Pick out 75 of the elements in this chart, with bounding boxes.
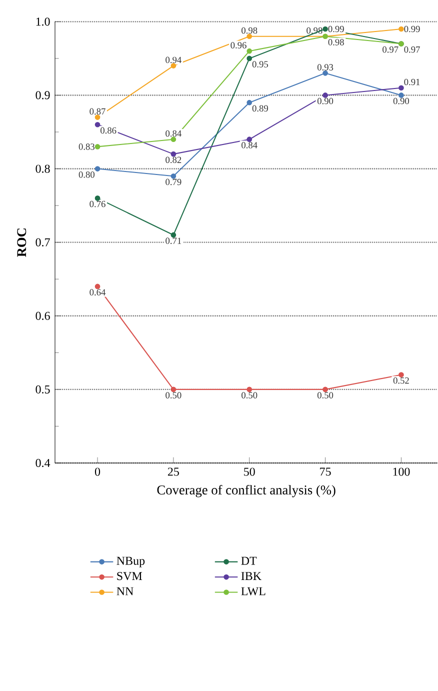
data-label: 0.90 [393, 98, 410, 104]
data-label: 0.91 [404, 78, 420, 86]
y-tick-label: 0.7 [36, 238, 50, 246]
data-label: 0.89 [252, 105, 268, 112]
point [246, 56, 252, 62]
point [94, 114, 100, 120]
point [246, 34, 252, 40]
data-label: 0.83 [78, 144, 94, 150]
point [94, 196, 100, 201]
legend-label: SVM [117, 572, 142, 580]
data-label: 0.93 [317, 64, 334, 70]
y-tick-label: 0.5 [36, 385, 50, 394]
point [170, 151, 176, 157]
data-label: 0.98 [242, 27, 258, 34]
legend-label: NBup [116, 556, 145, 568]
data-label: 0.52 [393, 377, 409, 384]
point [94, 144, 100, 150]
legend-label: LWL [241, 587, 266, 596]
data-label: 0.86 [100, 127, 116, 134]
data-label: 0.94 [166, 56, 182, 64]
y-tick-label: 0.6 [36, 312, 50, 320]
data-label: 0.84 [166, 130, 182, 137]
y-axis-title: ROC [17, 228, 26, 257]
point [94, 284, 100, 290]
x-tick-label: 75 [320, 468, 331, 476]
data-label: 0.99 [328, 26, 344, 32]
data-label: 0.84 [242, 142, 258, 148]
legend-label: DT [241, 556, 257, 565]
data-label: 0.97 [404, 46, 420, 53]
data-label: 0.80 [78, 171, 94, 178]
data-label: 0.87 [90, 108, 106, 115]
data-label: 0.79 [166, 178, 182, 186]
point [170, 386, 176, 392]
point [94, 166, 100, 172]
data-label: 0.98 [328, 39, 344, 46]
point [170, 232, 176, 238]
point [322, 386, 328, 392]
y-tick-label: 0.9 [36, 91, 50, 100]
point [246, 48, 252, 54]
point [170, 63, 176, 68]
point [322, 92, 328, 98]
x-tick-label: 0 [94, 468, 100, 476]
data-label: 0.99 [404, 26, 420, 32]
x-tick-label: 50 [244, 468, 255, 476]
point [246, 386, 252, 392]
data-label: 0.97 [382, 46, 398, 53]
data-label: 0.90 [317, 98, 334, 104]
point [170, 173, 176, 179]
data-label: 0.71 [166, 238, 182, 244]
y-tick-label: 1.0 [36, 18, 50, 26]
point [170, 136, 176, 142]
data-label: 0.96 [230, 42, 246, 48]
point [398, 92, 404, 98]
y-tick-label: 0.8 [36, 164, 50, 173]
x-tick-label: 100 [393, 468, 410, 476]
data-label: 0.50 [242, 392, 258, 398]
point [398, 85, 404, 91]
x-axis-title: Coverage of conflict analysis (%) [157, 484, 336, 498]
data-label: 0.76 [90, 200, 106, 208]
point [246, 136, 252, 142]
data-label: 0.50 [166, 392, 182, 398]
point [322, 26, 328, 32]
point [398, 26, 404, 32]
data-label: 0.82 [166, 156, 182, 164]
data-label: 0.64 [90, 289, 106, 296]
data-label: 0.50 [317, 392, 334, 398]
point [246, 100, 252, 106]
point [322, 70, 328, 76]
x-tick-label: 25 [168, 468, 179, 476]
point [398, 372, 404, 378]
legend-label: NN [116, 587, 134, 596]
point [94, 122, 100, 128]
y-tick-label: 0.4 [36, 458, 50, 468]
legend-label: IBK [241, 572, 262, 580]
data-label: 0.95 [252, 61, 268, 68]
